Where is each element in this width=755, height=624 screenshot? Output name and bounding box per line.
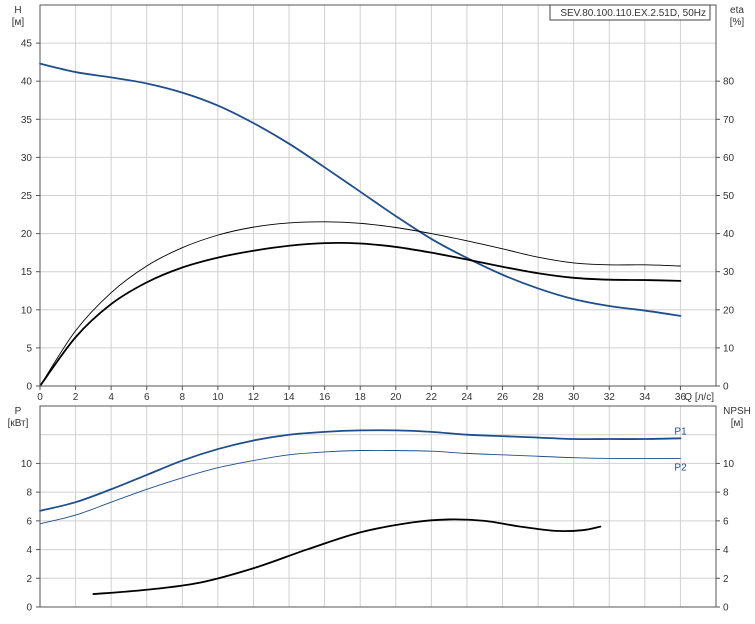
y-right-tick-label: 20: [723, 305, 735, 316]
y-right-tick-label: 8: [723, 488, 729, 499]
y-left-tick-label: 6: [26, 516, 32, 527]
y-right-tick-label: 4: [723, 545, 729, 556]
y-left-tick-label: 4: [26, 545, 32, 556]
y-right-tick-label: 6: [723, 516, 729, 527]
y-left-tick-label: 30: [21, 153, 33, 164]
x-tick-label: 8: [180, 392, 186, 403]
x-tick-label: 16: [319, 392, 331, 403]
y-right-tick-label: 40: [723, 229, 735, 240]
y-right-tick-label: 10: [723, 459, 735, 470]
y-left-tick-label: 8: [26, 488, 32, 499]
y-left-axis-label: P: [15, 406, 22, 417]
y-right-tick-label: 70: [723, 115, 735, 126]
x-tick-label: 18: [355, 392, 367, 403]
y-right-tick-label: 0: [723, 603, 729, 614]
y-right-tick-label: 0: [723, 382, 729, 393]
x-tick-label: 2: [73, 392, 79, 403]
y-left-axis-unit: [кВт]: [8, 418, 29, 429]
y-right-axis-unit: [м]: [731, 418, 744, 429]
y-right-axis-unit: [%]: [730, 17, 745, 28]
x-tick-label: 14: [283, 392, 295, 403]
y-left-tick-label: 10: [21, 305, 33, 316]
y-right-tick-label: 50: [723, 191, 735, 202]
x-tick-label: 22: [426, 392, 438, 403]
y-right-axis-label: NPSH: [723, 406, 751, 417]
y-right-tick-label: 2: [723, 574, 729, 585]
y-left-tick-label: 5: [26, 343, 32, 354]
series-line-0-2: [39, 242, 682, 387]
x-tick-label: 4: [108, 392, 114, 403]
x-tick-label: 32: [604, 392, 616, 403]
x-axis-label: Q [л/с]: [684, 392, 714, 403]
y-right-tick-label: 80: [723, 77, 735, 88]
y-left-tick-label: 0: [26, 382, 32, 393]
y-left-tick-label: 10: [21, 459, 33, 470]
x-tick-label: 36: [675, 392, 687, 403]
plot-frame: [39, 405, 717, 608]
y-right-tick-label: 30: [723, 267, 735, 278]
x-tick-label: 10: [212, 392, 224, 403]
y-left-tick-label: 45: [21, 39, 33, 50]
x-tick-label: 6: [144, 392, 150, 403]
x-tick-label: 34: [639, 392, 651, 403]
series-label-P1: P1: [674, 426, 687, 437]
series-label-P2: P2: [674, 462, 687, 473]
y-right-tick-label: 10: [723, 343, 735, 354]
x-tick-label: 26: [497, 392, 509, 403]
y-left-tick-label: 15: [21, 267, 33, 278]
y-left-tick-label: 35: [21, 115, 33, 126]
y-right-tick-label: 60: [723, 153, 735, 164]
x-tick-label: 24: [461, 392, 473, 403]
series-line-0-1: [39, 221, 681, 387]
y-left-tick-label: 25: [21, 191, 33, 202]
series-line-0-0: [39, 62, 682, 317]
y-left-tick-label: 2: [26, 574, 32, 585]
series-line-1-0: [39, 429, 682, 512]
chart-title-box: [549, 4, 711, 21]
y-left-axis-unit: [м]: [12, 17, 25, 28]
x-tick-label: 28: [533, 392, 545, 403]
x-tick-label: 0: [37, 392, 43, 403]
y-left-tick-label: 20: [21, 229, 33, 240]
y-left-tick-label: 40: [21, 77, 33, 88]
y-left-tick-label: 0: [26, 603, 32, 614]
x-tick-label: 30: [568, 392, 580, 403]
x-tick-label: 12: [248, 392, 260, 403]
chart-title: SEV.80.100.110.EX.2.51D, 50Hz: [560, 8, 706, 19]
series-line-1-2: [92, 518, 602, 595]
series-line-1-1: [39, 449, 681, 525]
y-right-axis-label: eta: [730, 5, 744, 16]
y-left-axis-label: H: [14, 5, 21, 16]
x-tick-label: 20: [390, 392, 402, 403]
